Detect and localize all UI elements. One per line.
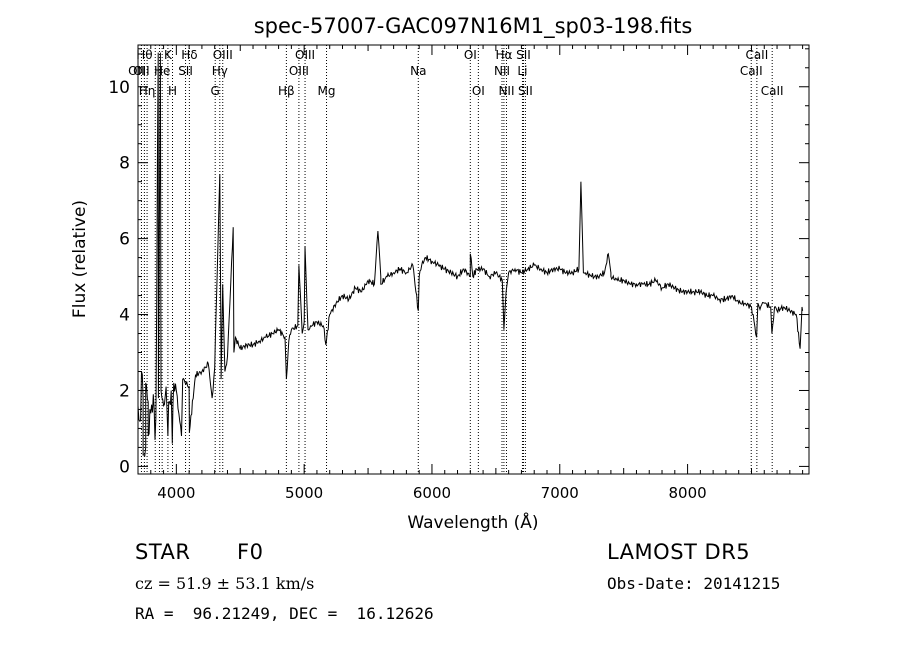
line-label-9: Hδ xyxy=(181,48,197,62)
line-label-17: Na xyxy=(410,64,426,78)
line-label-5: He xyxy=(154,64,170,78)
chart-title: spec-57007-GAC097N16M1_sp03-198.fits xyxy=(254,14,693,39)
axis-ticks: 4000 5000 6000 7000 8000 0 2 4 6 8 10 xyxy=(108,45,809,502)
x-tick-label-4000: 4000 xyxy=(157,484,195,502)
line-label-25: SII xyxy=(518,84,533,98)
object-subclass: F0 xyxy=(237,540,264,564)
plot-frame xyxy=(137,44,810,475)
line-label-12: OIII xyxy=(213,48,233,62)
line-label-7: H xyxy=(168,84,177,98)
y-tick-label-8: 8 xyxy=(119,154,130,174)
line-label-0: OII xyxy=(133,64,150,78)
y-axis-label: Flux (relative) xyxy=(70,200,90,318)
line-labels: OIIHθOIIHηHeKHSIIHδGHγOIIIHβOIIIOIIIMgNa… xyxy=(128,48,783,98)
x-tick-label-7000: 7000 xyxy=(541,484,579,502)
line-label-13: Hβ xyxy=(278,84,295,98)
object-class: STAR xyxy=(135,540,191,564)
line-label-18: OI xyxy=(464,48,477,62)
survey-name: LAMOST DR5 xyxy=(607,540,751,564)
line-label-6: K xyxy=(164,48,173,62)
line-label-10: G xyxy=(211,84,220,98)
line-label-8: SII xyxy=(178,64,193,78)
line-label-20: NII xyxy=(494,64,510,78)
line-label-21: Hα xyxy=(495,48,512,62)
line-label-1-b: OII xyxy=(128,64,145,78)
spectrum-series xyxy=(137,52,804,457)
x-tick-label-6000: 6000 xyxy=(413,484,451,502)
y-tick-label-0: 0 xyxy=(119,457,130,477)
x-axis-label: Wavelength (Å) xyxy=(407,511,538,533)
line-label-11: Hγ xyxy=(212,64,228,78)
spectrum-line xyxy=(137,52,804,457)
line-label-28: CaII xyxy=(761,84,784,98)
obs-date: Obs-Date: 20141215 xyxy=(607,574,781,593)
y-tick-label-4: 4 xyxy=(119,306,130,326)
coordinates: RA = 96.21249, DEC = 16.12626 xyxy=(135,604,434,623)
line-label-14: OIII xyxy=(289,64,309,78)
y-tick-label-2: 2 xyxy=(119,381,130,401)
line-label-15: OIII xyxy=(295,48,315,62)
line-label-27: CaII xyxy=(745,48,768,62)
redshift-text: cz = 51.9 ± 53.1 km/s xyxy=(135,574,315,593)
line-label-23: Li xyxy=(517,64,527,78)
line-label-22: NII xyxy=(498,84,514,98)
line-markers xyxy=(140,45,773,474)
line-label-24: SII xyxy=(516,48,531,62)
x-tick-label-8000: 8000 xyxy=(668,484,706,502)
line-label-19: OI xyxy=(472,84,485,98)
y-tick-label-6: 6 xyxy=(119,230,130,250)
line-label-26: CaII xyxy=(740,64,763,78)
y-tick-label-10: 10 xyxy=(108,78,130,98)
x-tick-label-5000: 5000 xyxy=(285,484,323,502)
line-label-2: Hη xyxy=(139,84,156,98)
line-label-16: Mg xyxy=(318,84,336,98)
line-label-1: Hθ xyxy=(136,48,152,62)
